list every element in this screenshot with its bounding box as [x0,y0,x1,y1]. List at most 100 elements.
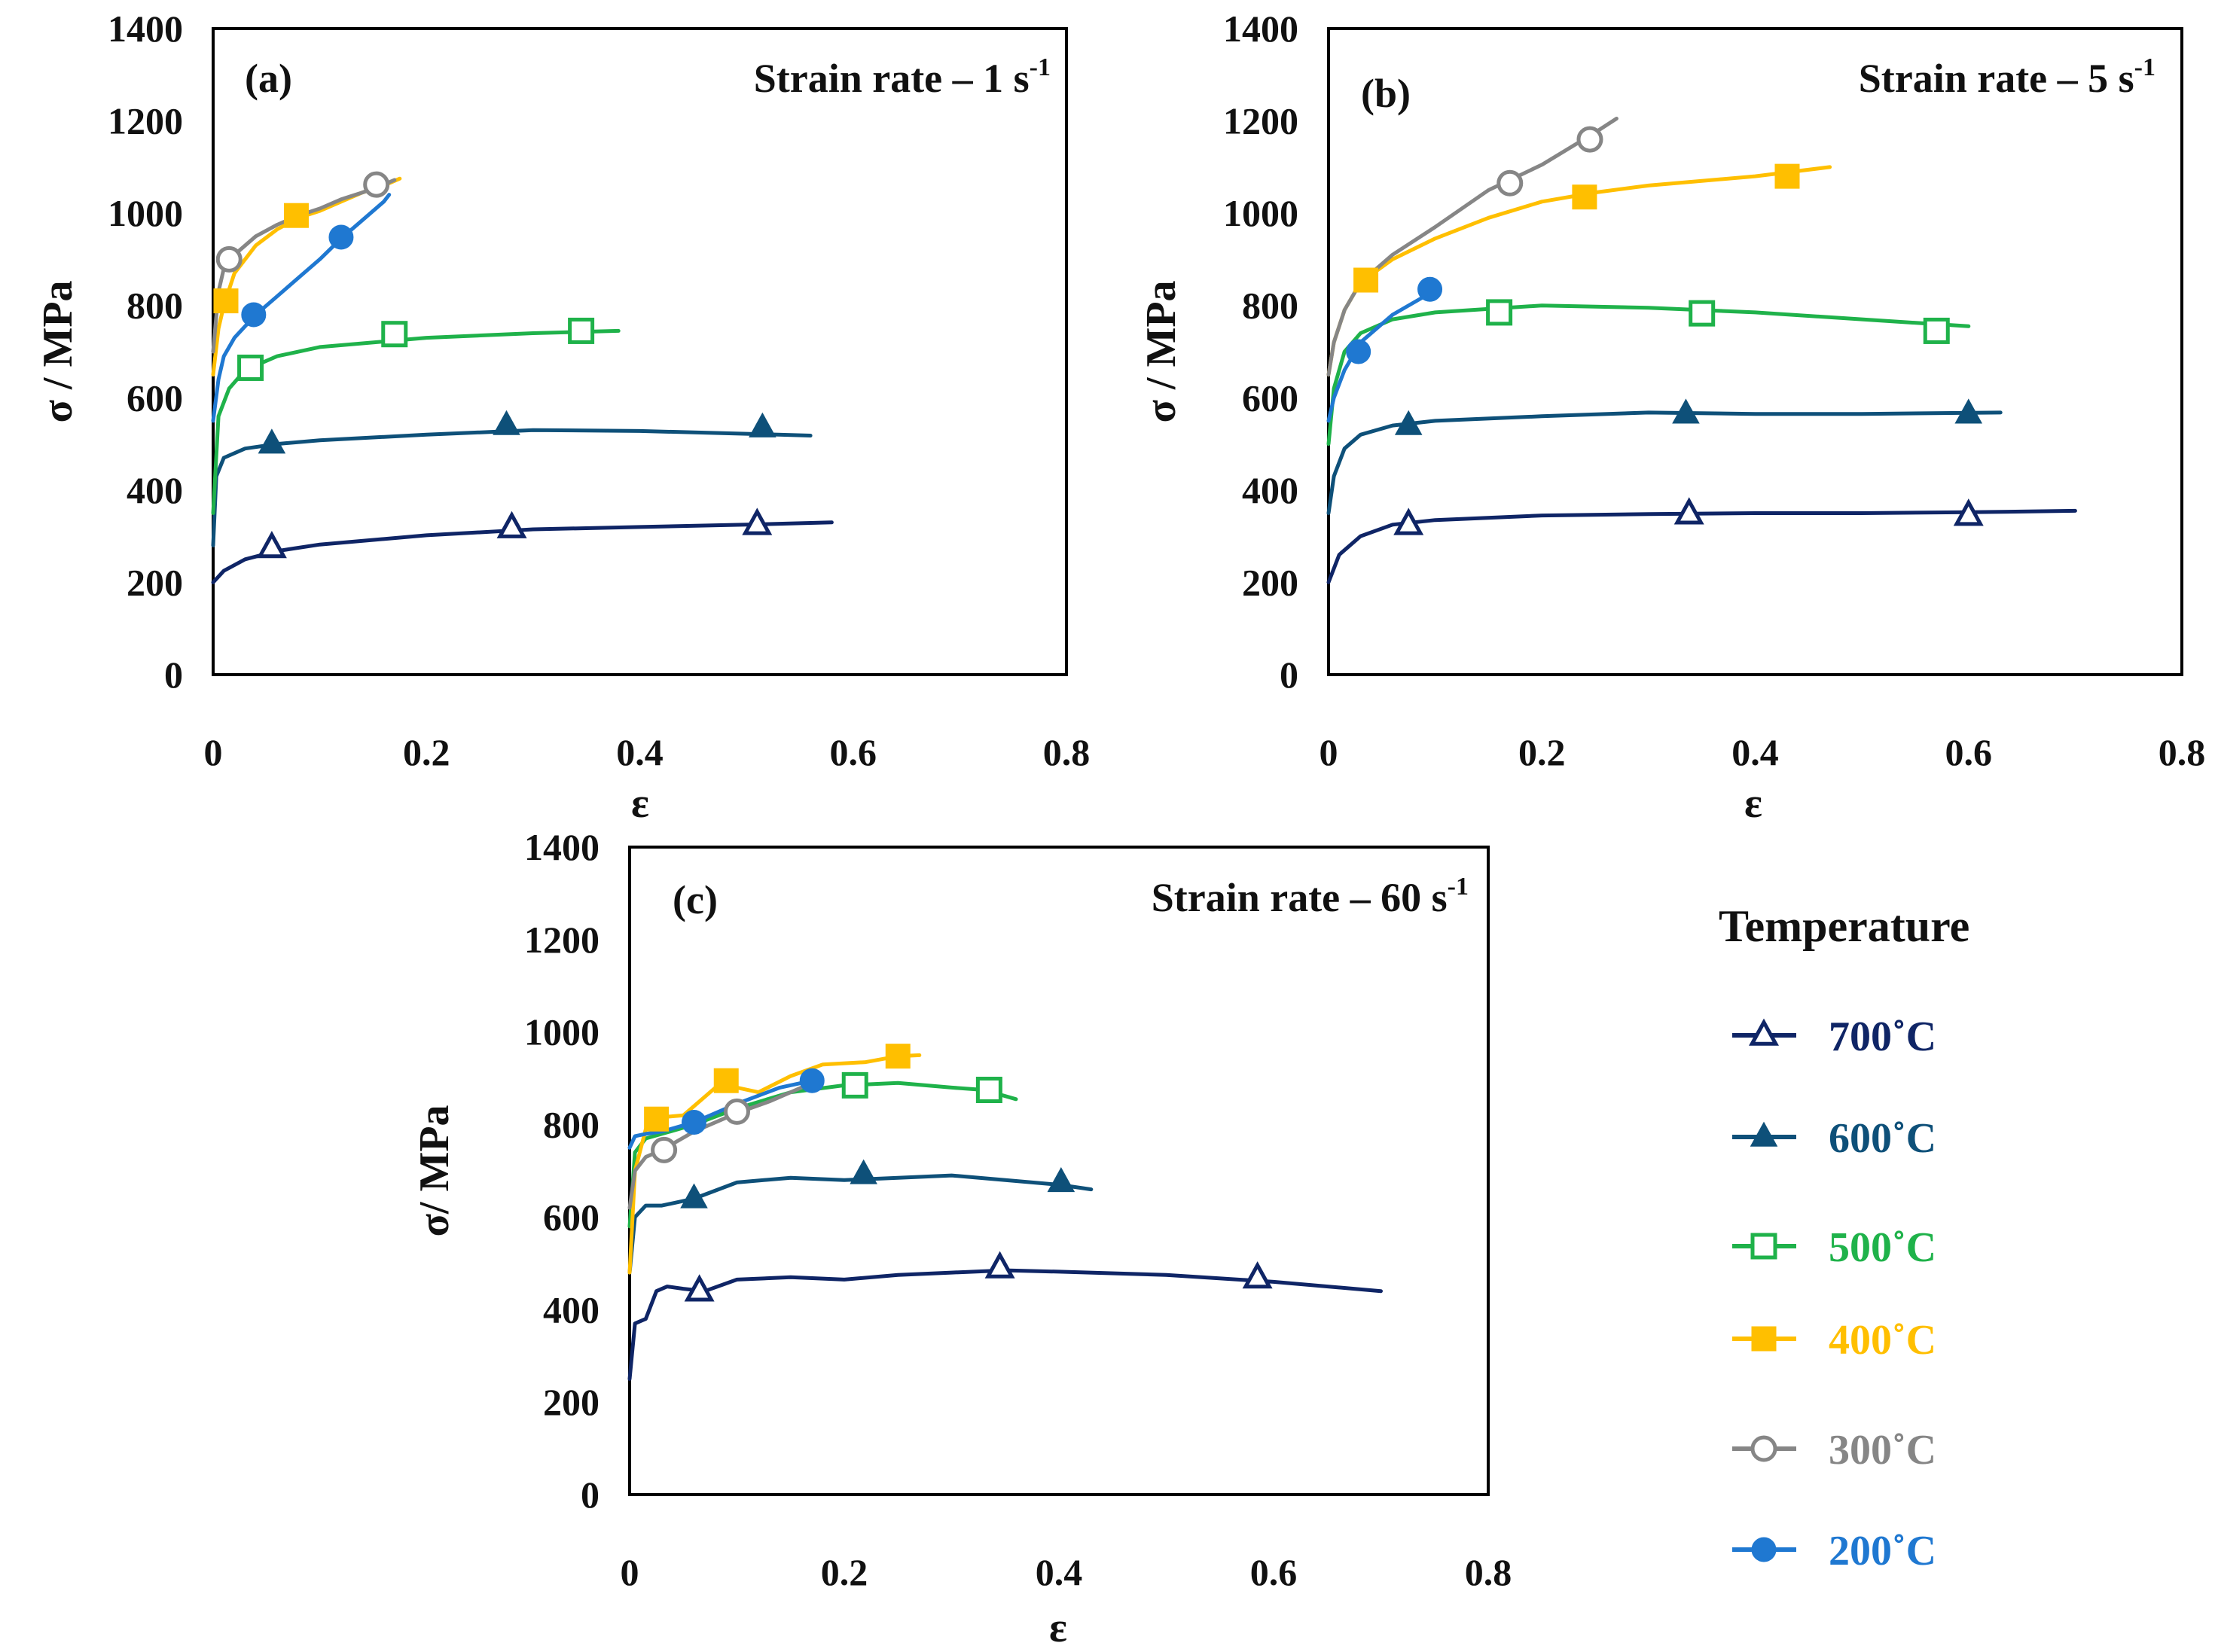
data-point-500 [568,317,595,344]
x-tick-labels: 0 0.2 0.4 0.6 0.8 [204,731,1091,773]
series-line-600 [1326,410,2003,515]
y-tick-label: 800 [1242,285,1298,327]
x-tick-label: 0.2 [1518,731,1566,773]
filled-triangle-icon [1750,1121,1778,1147]
x-tick-label: 0.6 [1945,731,1993,773]
series-line-500 [211,328,621,515]
x-tick-label: 0.4 [616,731,664,773]
panel-label: (b) [1361,71,1411,116]
y-tick-label: 1400 [1223,8,1298,50]
legend-label: 600˚C [1829,1115,1936,1162]
data-point-700 [1393,507,1424,535]
x-tick-labels: 0 0.2 0.4 0.6 0.8 [1320,731,2206,773]
strain-rate-label: Strain rate – 1 s-1 [754,53,1051,101]
data-point-600 [1047,1167,1075,1193]
y-tick-label: 400 [127,469,183,511]
x-axis-label: ε [631,780,649,827]
data-point-300 [651,1136,678,1163]
y-tick-label: 1400 [524,826,600,868]
strain-rate-label: Strain rate – 60 s-1 [1152,873,1469,920]
x-tick-label: 0.4 [1731,731,1779,773]
y-tick-label: 1000 [1223,192,1298,234]
data-point-400 [713,1068,739,1093]
legend-label: 200˚C [1829,1528,1936,1574]
strain-rate-label: Strain rate – 5 s-1 [1859,53,2156,101]
data-point-200 [799,1068,825,1093]
data-point-700 [684,1274,715,1302]
x-tick-label: 0.8 [1043,731,1091,773]
data-point-500 [841,1071,868,1099]
x-tick-label: 0.6 [830,731,877,773]
data-point-500 [975,1077,1002,1103]
data-point-700 [496,511,527,538]
y-tick-label: 0 [581,1474,600,1516]
legend-label: 500˚C [1829,1224,1936,1271]
y-tick-label: 200 [543,1381,600,1423]
panel-label: (a) [245,56,292,101]
y-tick-label: 1000 [108,192,183,234]
data-point-500 [381,321,408,348]
plot-frame [212,27,1068,676]
data-point-400 [213,288,239,314]
data-point-700 [1242,1261,1273,1289]
y-tick-label: 800 [543,1104,600,1146]
plot-area [627,1044,1383,1381]
x-tick-label: 0 [1320,731,1338,773]
data-point-600 [680,1183,708,1209]
open-square-icon [1750,1233,1777,1260]
data-point-600 [1672,398,1700,424]
y-tick-label: 1400 [108,8,183,50]
data-point-300 [215,245,243,273]
data-point-500 [1923,317,1950,344]
data-point-700 [1953,498,1984,526]
y-tick-label: 200 [1242,561,1298,603]
legend-label: 700˚C [1829,1013,1936,1060]
data-point-400 [1353,267,1379,293]
series-line-500 [1326,303,1971,447]
data-point-600 [749,412,776,437]
y-tick-labels: 0 200 400 600 800 1000 1200 1400 [1223,8,1298,696]
legend-items: 700˚C 600˚C 500˚C 400˚C 300˚C 200˚C [1732,1013,1936,1574]
filled-square-icon [1751,1326,1777,1352]
data-point-500 [1486,299,1513,326]
legend-item-400: 400˚C [1732,1317,1936,1364]
x-tick-label: 0.8 [1465,1551,1512,1593]
legend-label: 300˚C [1829,1427,1936,1474]
open-circle-icon [1750,1435,1777,1462]
data-point-300 [724,1098,750,1125]
series-line-700 [627,1268,1383,1381]
data-point-500 [1689,300,1716,327]
data-point-600 [1954,398,1983,424]
x-tick-label: 0 [621,1551,639,1593]
data-point-300 [363,171,390,198]
data-point-200 [1346,339,1371,364]
series-line-700 [211,520,834,584]
y-tick-label: 0 [164,654,183,696]
data-point-700 [984,1251,1015,1279]
data-point-200 [1417,276,1443,302]
x-axis-label: ε [1049,1605,1067,1651]
filled-circle-icon [1751,1537,1777,1562]
legend-item-600: 600˚C [1732,1115,1936,1162]
y-tick-label: 600 [127,376,183,419]
y-tick-label: 1200 [108,100,183,142]
y-tick-label: 1000 [524,1011,600,1053]
series-line-700 [1326,508,2077,584]
data-point-200 [328,224,354,250]
legend-title: Temperature [1719,901,1969,951]
series-line-200 [211,193,392,423]
legend-label: 400˚C [1829,1317,1936,1364]
y-tick-label: 800 [127,285,183,327]
y-tick-label: 400 [1242,469,1298,511]
y-tick-label: 0 [1280,654,1298,696]
y-axis-label: σ/ MPa [411,1105,458,1236]
x-tick-labels: 0 0.2 0.4 0.6 0.8 [621,1551,1512,1593]
y-axis-label: σ / MPa [35,280,81,422]
data-point-200 [682,1110,706,1135]
series-line-300 [1326,117,1619,377]
legend: Temperature 700˚C 600˚C 500˚C 400˚C 300˚C 200… [1719,901,1969,1574]
data-point-400 [644,1106,670,1132]
